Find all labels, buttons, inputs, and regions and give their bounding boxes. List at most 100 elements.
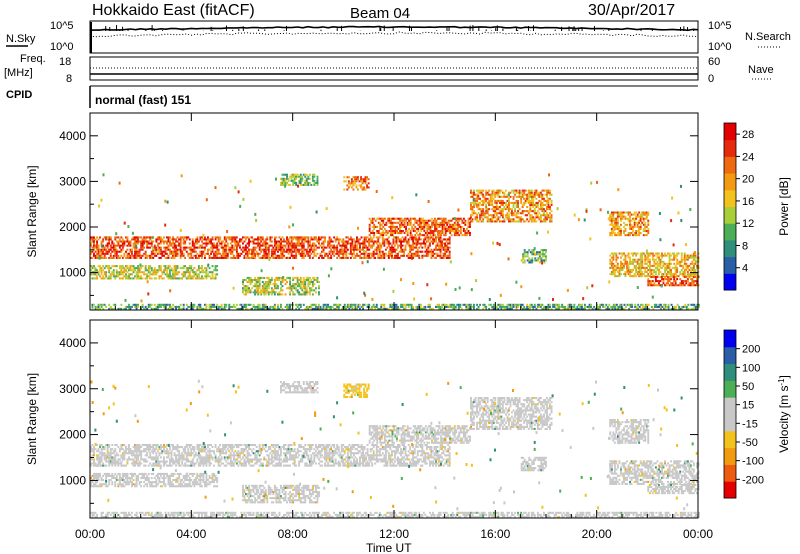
- range-cell: [219, 242, 222, 245]
- range-cell: [280, 276, 282, 279]
- range-cell: [620, 232, 622, 235]
- range-cell: [435, 240, 437, 243]
- range-cell: [270, 276, 273, 279]
- range-cell: [135, 238, 138, 241]
- range-cell: [639, 254, 642, 257]
- range-cell: [182, 275, 185, 278]
- range-cell: [373, 232, 376, 235]
- range-cell: [665, 254, 668, 257]
- range-cell: [381, 238, 384, 241]
- range-cell: [264, 287, 267, 290]
- range-cell: [445, 254, 448, 257]
- range-cell: [476, 195, 479, 198]
- range-cell: [512, 212, 515, 215]
- range-cell: [520, 220, 523, 223]
- range-cell: [163, 269, 165, 272]
- range-cell: [403, 225, 406, 228]
- range-cell: [413, 238, 416, 241]
- range-cell: [264, 307, 267, 310]
- range-cell: [612, 232, 615, 235]
- range-cell: [194, 254, 197, 257]
- range-cell: [612, 225, 615, 228]
- range-cell: [251, 240, 254, 243]
- range-cell: [446, 221, 449, 224]
- range-cell: [261, 285, 264, 288]
- range-cell: [296, 173, 299, 176]
- range-cell: [422, 242, 425, 245]
- range-cell: [691, 256, 694, 259]
- range-cell: [260, 256, 263, 259]
- range-cell: [196, 252, 199, 255]
- range-cell: [93, 267, 95, 270]
- range-cell: [517, 201, 520, 204]
- range-cell: [639, 266, 642, 269]
- range-cell: [287, 240, 290, 243]
- range-cell: [381, 250, 384, 253]
- range-cell: [342, 242, 345, 245]
- range-cell: [485, 208, 488, 211]
- range-cell: [630, 252, 633, 255]
- range-cell: [172, 307, 175, 310]
- range-cell: [129, 242, 132, 245]
- range-cell: [144, 250, 147, 253]
- range-cell: [360, 256, 363, 259]
- range-cell: [518, 216, 521, 219]
- range-cell: [621, 269, 624, 272]
- range-cell: [486, 210, 489, 213]
- range-cell: [488, 204, 491, 207]
- range-cell: [368, 230, 371, 233]
- range-cell: [641, 307, 644, 310]
- range-cell: [293, 242, 296, 245]
- range-cell: [158, 252, 161, 255]
- range-cell: [290, 252, 293, 255]
- range-cell: [650, 276, 653, 279]
- range-cell: [538, 261, 541, 264]
- range-cell: [296, 291, 299, 294]
- range-cell: [424, 250, 427, 253]
- range-cell: [112, 269, 115, 272]
- range-cell: [214, 246, 217, 249]
- range-cell: [685, 276, 688, 279]
- range-cell: [653, 254, 656, 257]
- range-cell: [368, 303, 371, 306]
- range-cell: [115, 248, 118, 251]
- range-cell: [126, 267, 129, 270]
- range-cell: [391, 256, 393, 259]
- range-cell: [427, 248, 430, 251]
- range-cell: [310, 238, 313, 241]
- range-cell: [296, 240, 299, 243]
- range-cell: [367, 182, 370, 185]
- range-cell: [486, 220, 489, 223]
- range-cell: [680, 273, 683, 276]
- range-cell: [313, 276, 316, 279]
- range-cell: [696, 280, 698, 283]
- range-cell: [117, 244, 120, 247]
- range-cell: [419, 305, 422, 308]
- range-cell: [618, 271, 621, 274]
- range-cell: [205, 275, 208, 278]
- range-cell: [289, 283, 292, 286]
- range-cell: [140, 275, 143, 278]
- range-cell: [619, 307, 621, 310]
- range-cell: [298, 285, 301, 288]
- range-cell: [371, 254, 374, 257]
- range-cell: [677, 262, 680, 265]
- range-cell: [552, 303, 555, 306]
- range-cell: [415, 236, 418, 239]
- range-cell: [351, 248, 354, 251]
- range-cell: [409, 248, 412, 251]
- range-cell: [404, 305, 407, 308]
- range-cell: [530, 199, 533, 202]
- range-cell: [188, 271, 191, 274]
- range-cell: [128, 242, 130, 245]
- range-cell: [287, 252, 290, 255]
- range-cell: [138, 254, 141, 257]
- range-cell: [479, 214, 482, 217]
- range-cell: [685, 256, 688, 259]
- range-cell: [444, 219, 447, 222]
- range-cell: [642, 219, 645, 222]
- range-cell: [467, 221, 470, 224]
- range-cell: [205, 242, 208, 245]
- range-cell: [394, 303, 396, 306]
- range-cell: [328, 246, 331, 249]
